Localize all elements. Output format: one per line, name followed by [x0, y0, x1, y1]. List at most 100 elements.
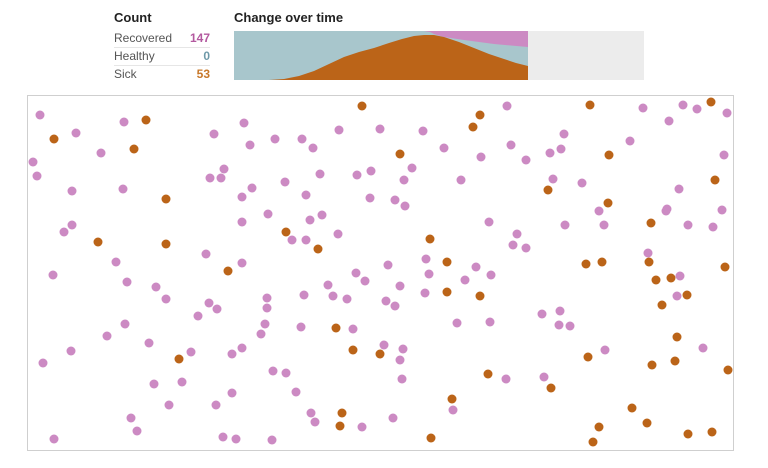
- count-row-sick: Sick 53: [114, 66, 210, 83]
- recovered-person-dot: [548, 174, 558, 184]
- recovered-person-dot: [661, 206, 671, 216]
- recovered-person-dot: [67, 220, 77, 230]
- recovered-person-dot: [305, 215, 315, 225]
- recovered-person-dot: [672, 291, 682, 301]
- recovered-person-dot: [262, 293, 272, 303]
- recovered-person-dot: [560, 220, 570, 230]
- sick-area: [234, 35, 528, 80]
- sick-person-dot: [223, 266, 233, 276]
- recovered-person-dot: [395, 281, 405, 291]
- sick-person-dot: [447, 394, 457, 404]
- recovered-person-dot: [664, 116, 674, 126]
- recovered-person-dot: [357, 422, 367, 432]
- recovered-person-dot: [205, 173, 215, 183]
- recovered-person-dot: [506, 140, 516, 150]
- recovered-person-dot: [351, 268, 361, 278]
- recovered-person-dot: [237, 217, 247, 227]
- recovered-person-dot: [398, 344, 408, 354]
- sick-person-dot: [594, 422, 604, 432]
- recovered-person-dot: [390, 195, 400, 205]
- recovered-person-dot: [379, 340, 389, 350]
- sick-person-dot: [49, 134, 59, 144]
- sick-person-dot: [666, 273, 676, 283]
- recovered-person-dot: [719, 150, 729, 160]
- sick-person-dot: [475, 110, 485, 120]
- recovered-person-dot: [212, 304, 222, 314]
- recovered-person-dot: [420, 288, 430, 298]
- recovered-person-dot: [643, 248, 653, 258]
- recovered-person-dot: [625, 136, 635, 146]
- sick-person-dot: [646, 218, 656, 228]
- recovered-person-dot: [211, 400, 221, 410]
- recovered-person-dot: [407, 163, 417, 173]
- recovered-person-dot: [227, 349, 237, 359]
- count-value-recovered: 147: [189, 31, 210, 45]
- recovered-person-dot: [698, 343, 708, 353]
- recovered-person-dot: [102, 331, 112, 341]
- recovered-person-dot: [439, 143, 449, 153]
- recovered-person-dot: [186, 347, 196, 357]
- count-row-healthy: Healthy 0: [114, 48, 210, 66]
- recovered-person-dot: [296, 322, 306, 332]
- sick-person-dot: [670, 356, 680, 366]
- sick-person-dot: [583, 352, 593, 362]
- recovered-person-dot: [218, 432, 228, 442]
- recovered-person-dot: [512, 229, 522, 239]
- recovered-person-dot: [678, 100, 688, 110]
- recovered-person-dot: [193, 311, 203, 321]
- sick-person-dot: [710, 175, 720, 185]
- recovered-person-dot: [397, 374, 407, 384]
- sick-person-dot: [651, 275, 661, 285]
- recovered-person-dot: [59, 227, 69, 237]
- sick-person-dot: [657, 300, 667, 310]
- recovered-person-dot: [328, 291, 338, 301]
- recovered-person-dot: [360, 276, 370, 286]
- recovered-person-dot: [120, 319, 130, 329]
- sick-person-dot: [682, 290, 692, 300]
- recovered-person-dot: [281, 368, 291, 378]
- recovered-person-dot: [323, 280, 333, 290]
- sick-person-dot: [161, 239, 171, 249]
- recovered-person-dot: [291, 387, 301, 397]
- recovered-person-dot: [204, 298, 214, 308]
- recovered-person-dot: [219, 164, 229, 174]
- recovered-person-dot: [390, 301, 400, 311]
- recovered-person-dot: [317, 210, 327, 220]
- recovered-person-dot: [395, 355, 405, 365]
- recovered-person-dot: [245, 140, 255, 150]
- recovered-person-dot: [383, 260, 393, 270]
- recovered-person-dot: [484, 217, 494, 227]
- sick-person-dot: [281, 227, 291, 237]
- recovered-person-dot: [297, 134, 307, 144]
- recovered-person-dot: [122, 277, 132, 287]
- sick-person-dot: [475, 291, 485, 301]
- recovered-person-dot: [399, 175, 409, 185]
- recovered-person-dot: [209, 129, 219, 139]
- recovered-person-dot: [365, 193, 375, 203]
- sick-person-dot: [426, 433, 436, 443]
- recovered-person-dot: [554, 320, 564, 330]
- recovered-person-dot: [28, 157, 38, 167]
- recovered-person-dot: [132, 426, 142, 436]
- recovered-person-dot: [556, 144, 566, 154]
- recovered-person-dot: [352, 170, 362, 180]
- recovered-person-dot: [239, 118, 249, 128]
- recovered-person-dot: [471, 262, 481, 272]
- recovered-person-dot: [299, 290, 309, 300]
- sick-person-dot: [93, 237, 103, 247]
- sick-person-dot: [357, 101, 367, 111]
- sick-person-dot: [483, 369, 493, 379]
- recovered-person-dot: [270, 134, 280, 144]
- change-over-time-panel: Change over time: [234, 10, 644, 80]
- sick-person-dot: [604, 150, 614, 160]
- sick-person-dot: [683, 429, 693, 439]
- recovered-person-dot: [400, 201, 410, 211]
- sick-person-dot: [425, 234, 435, 244]
- sick-person-dot: [706, 97, 716, 107]
- recovered-person-dot: [161, 294, 171, 304]
- sick-person-dot: [348, 345, 358, 355]
- sick-person-dot: [331, 323, 341, 333]
- recovered-person-dot: [260, 319, 270, 329]
- sick-person-dot: [642, 418, 652, 428]
- sick-person-dot: [588, 437, 598, 447]
